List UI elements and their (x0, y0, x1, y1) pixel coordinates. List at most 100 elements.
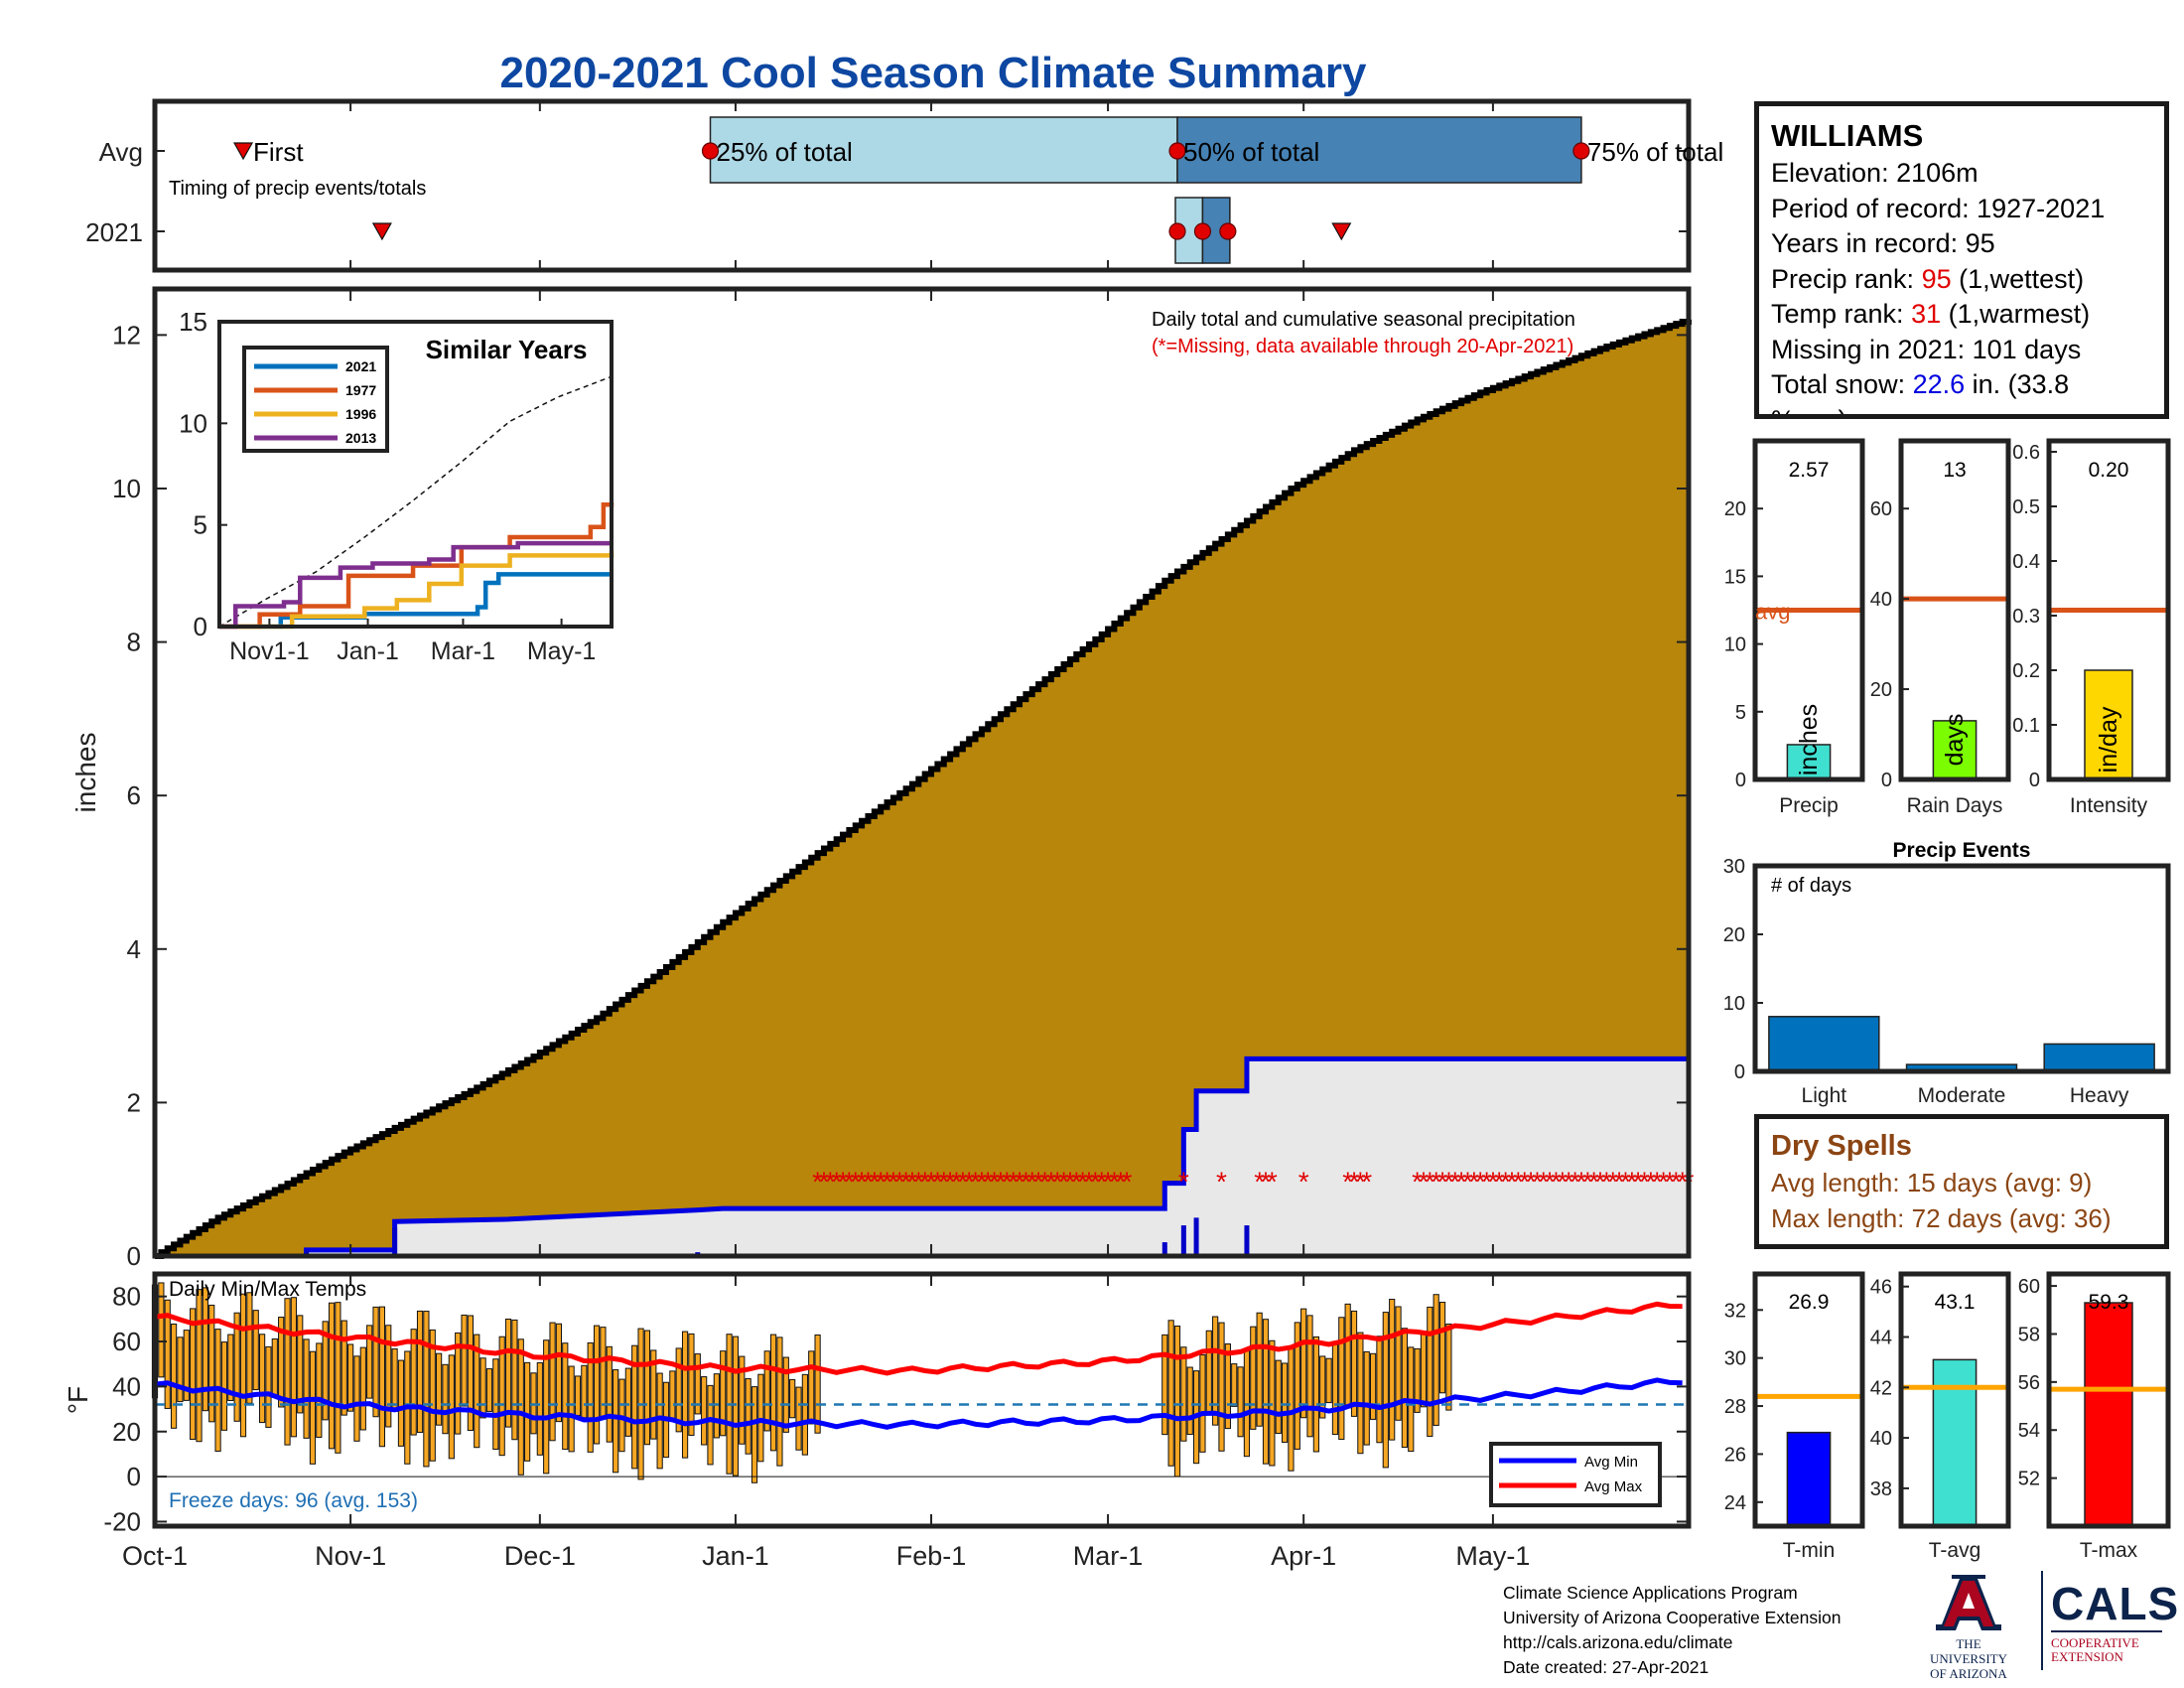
panel-ytick-label-Intensity: 0 (2029, 770, 2040, 791)
tpanel-ytick-label-T-min: 24 (1724, 1492, 1746, 1514)
missing-day-marker: * (1064, 1167, 1075, 1197)
daily-temp-bar (1205, 1330, 1212, 1416)
daily-temp-bar (1288, 1345, 1295, 1472)
events-frame (1752, 863, 2171, 1074)
inset-legend-label-2021: 2021 (345, 358, 376, 374)
daily-temp-bar (442, 1363, 449, 1435)
missing-day-marker: * (1298, 1167, 1309, 1197)
avg-first-marker (232, 142, 254, 161)
daily-temp-bar (341, 1320, 347, 1416)
years-label: Years in record: (1771, 228, 1966, 258)
daily-temp-bar (1433, 1294, 1439, 1426)
daily-temp-bar (164, 1299, 171, 1409)
daily-temp-bar (227, 1334, 234, 1401)
missing-day-marker: * (1639, 1167, 1650, 1197)
missing-day-marker: * (1026, 1167, 1037, 1197)
daily-temp-bar (1369, 1352, 1377, 1420)
missing-day-marker: * (1481, 1167, 1492, 1197)
legend-avg-max-label: Avg Max (1584, 1478, 1643, 1495)
missing-day-marker: * (1033, 1167, 1044, 1197)
credit-line-3[interactable]: http://cals.arizona.edu/climate (1503, 1632, 1733, 1652)
legend-avg-min-label: Avg Min (1584, 1454, 1638, 1471)
missing-day-marker: * (1090, 1167, 1101, 1197)
missing-day-marker: * (1468, 1167, 1479, 1197)
avg-q2-box (1176, 116, 1582, 184)
month-label-3: Jan-1 (702, 1541, 769, 1571)
daily-temp-bar (624, 1367, 631, 1437)
daily-temp-bar (795, 1386, 802, 1451)
daily-temp-bar (1445, 1323, 1452, 1411)
missing-day-marker: * (1570, 1167, 1580, 1197)
panel-avg-label: avg (1755, 600, 1790, 625)
university-of-arizona-logo: THE UNIVERSITY OF ARIZONA (1916, 1575, 2021, 1681)
daily-temp-bar (1186, 1366, 1193, 1436)
daily-precip-bar-1 (392, 1227, 398, 1256)
daily-temp-bar (328, 1302, 336, 1450)
temp-ytick-label: 60 (112, 1327, 141, 1356)
daily-temp-bar (1363, 1350, 1370, 1446)
daily-temp-bar (1180, 1346, 1187, 1442)
tpanel-frame-2 (2046, 1271, 2171, 1529)
daily-temp-bar (643, 1330, 651, 1446)
main-ytick-label: 10 (112, 474, 141, 503)
tpanel-value-T-max: 59.3 (2089, 1291, 2129, 1314)
temp-rank-value: 31 (1911, 299, 1942, 329)
daily-temp-bar (485, 1368, 493, 1412)
daily-temp-bar (769, 1334, 777, 1452)
daily-temp-bar (372, 1306, 379, 1418)
missing-day-marker: * (1487, 1167, 1498, 1197)
daily-temp-bar (1256, 1312, 1263, 1427)
daily-temp-bar (1427, 1306, 1433, 1437)
missing-day-marker: * (1652, 1167, 1663, 1197)
panel-frame-2 (2046, 438, 2171, 782)
month-label-6: Apr-1 (1271, 1541, 1336, 1571)
tbar-T-avg (1932, 1358, 1978, 1527)
daily-temp-bar (455, 1332, 462, 1435)
daily-temp-bar (416, 1310, 424, 1434)
missing-day-marker: * (1633, 1167, 1644, 1197)
daily-temp-bar (1376, 1336, 1383, 1444)
daily-temp-bar (707, 1384, 714, 1466)
panel-ytick-label-Intensity: 0.3 (2012, 606, 2040, 628)
daily-precip-bar-7 (1193, 1217, 1199, 1256)
years-value: 95 (1965, 228, 1995, 258)
missing-day-marker: * (996, 1167, 1007, 1197)
missing-day-marker: * (1614, 1167, 1625, 1197)
missing-day-marker: * (1588, 1167, 1599, 1197)
main-ytick-label: 6 (127, 780, 141, 810)
y2021-cumulative-line (155, 1055, 1689, 1259)
temp-ytick-label: 40 (112, 1371, 141, 1401)
dry-spells-box: Dry Spells Avg length: 15 days (avg: 9) … (1754, 1114, 2169, 1249)
temp-ytick-label: -20 (103, 1506, 141, 1536)
event-label-Light: Light (1802, 1084, 1847, 1107)
daily-temp-bar (1319, 1355, 1326, 1419)
missing-day-marker: * (1449, 1167, 1460, 1197)
tpanel-ytick-label-T-min: 28 (1724, 1396, 1746, 1418)
missing-day-marker: * (1109, 1167, 1120, 1197)
daily-temp-bar (801, 1373, 808, 1456)
daily-temp-bar (732, 1336, 740, 1477)
temp-ytick-label: 80 (112, 1282, 141, 1312)
ua-a-icon (1936, 1575, 2001, 1630)
daily-temp-bar (1420, 1331, 1428, 1408)
temp-ylabel: °F (63, 1386, 93, 1414)
daily-temp-bar (1250, 1326, 1257, 1430)
bar-Rain Days (1932, 720, 1978, 780)
missing-day-marker: * (1071, 1167, 1082, 1197)
inset-xtick-label: Nov1-1 (229, 637, 310, 665)
missing-day-marker: * (1096, 1167, 1107, 1197)
y2021-last-marker (1331, 222, 1352, 241)
inset-ytick-label: 5 (194, 510, 207, 540)
tpanel-label-T-avg: T-avg (1929, 1539, 1981, 1562)
cals-sub-1: COOPERATIVE (2051, 1635, 2139, 1650)
period-label: Period of record: (1771, 193, 1978, 223)
timing-row-label-2021: 2021 (85, 217, 143, 247)
credit-line-4: Date created: 27-Apr-2021 (1503, 1657, 1709, 1677)
panel-value-Rain Days: 13 (1943, 459, 1966, 482)
panel-ytick-label-Intensity: 0.1 (2012, 715, 2040, 737)
daily-temp-bar (196, 1289, 203, 1443)
daily-temp-bar (246, 1292, 253, 1404)
panel-unit-Rain Days: days (1941, 714, 1969, 767)
avg-p50-marker (1168, 142, 1186, 160)
daily-temp-bar (1306, 1315, 1313, 1438)
